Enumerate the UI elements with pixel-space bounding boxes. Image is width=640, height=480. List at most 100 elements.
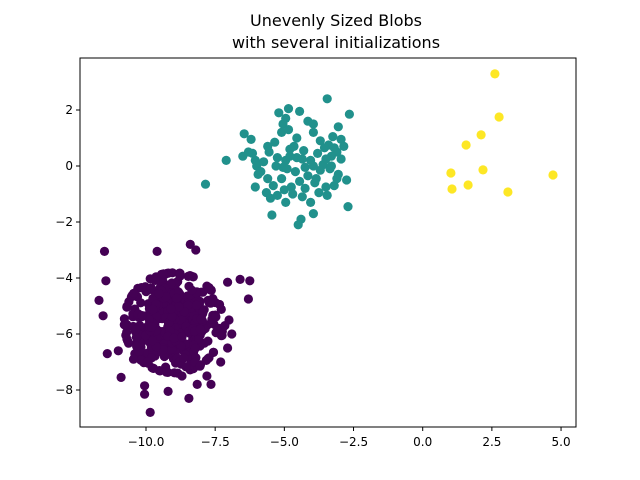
data-point-cluster-1 — [290, 167, 300, 177]
data-point-cluster-1 — [272, 153, 282, 163]
data-point-cluster-0 — [206, 298, 216, 308]
data-point-cluster-1 — [321, 182, 331, 192]
data-point-cluster-1 — [283, 125, 294, 135]
x-tick-label: −10.0 — [128, 435, 165, 449]
data-point-cluster-1 — [328, 132, 338, 142]
data-point-cluster-1 — [268, 181, 278, 191]
data-point-cluster-0 — [119, 320, 129, 330]
data-point-cluster-2 — [478, 165, 488, 175]
data-point-cluster-0 — [243, 294, 253, 304]
data-point-cluster-1 — [322, 94, 332, 104]
data-point-cluster-1 — [319, 143, 330, 153]
data-point-cluster-1 — [259, 157, 269, 167]
data-point-cluster-1 — [253, 169, 263, 179]
axes-frame — [79, 57, 577, 428]
data-point-cluster-0 — [132, 341, 142, 351]
data-point-cluster-1 — [295, 176, 305, 186]
data-point-cluster-0 — [163, 386, 173, 396]
data-point-cluster-0 — [129, 288, 139, 298]
data-point-cluster-2 — [463, 180, 473, 190]
data-point-cluster-0 — [195, 324, 205, 334]
data-point-cluster-0 — [145, 407, 155, 417]
data-point-cluster-1 — [306, 197, 316, 207]
data-point-cluster-0 — [194, 334, 204, 344]
data-point-cluster-1 — [281, 197, 291, 207]
data-point-cluster-0 — [172, 293, 182, 303]
y-tick-label: −2 — [55, 215, 73, 229]
data-point-cluster-0 — [190, 343, 200, 353]
data-point-cluster-0 — [177, 332, 187, 342]
data-point-cluster-1 — [333, 122, 343, 132]
data-point-cluster-2 — [446, 168, 456, 178]
data-point-cluster-1 — [238, 151, 248, 161]
data-point-cluster-1 — [295, 106, 305, 116]
y-tick-label: 2 — [65, 103, 73, 117]
y-tick-label: −6 — [55, 327, 73, 341]
data-point-cluster-0 — [216, 357, 226, 367]
data-point-cluster-0 — [211, 312, 221, 322]
data-point-cluster-1 — [267, 210, 277, 220]
x-tick-label: −7.5 — [201, 435, 230, 449]
data-point-cluster-1 — [300, 183, 310, 193]
data-point-cluster-0 — [161, 292, 171, 302]
data-point-cluster-0 — [206, 379, 216, 389]
data-point-cluster-0 — [196, 314, 206, 324]
data-point-cluster-0 — [227, 329, 237, 339]
data-point-cluster-1 — [200, 179, 211, 189]
data-point-cluster-0 — [131, 324, 141, 335]
data-point-cluster-1 — [282, 164, 292, 174]
data-point-cluster-2 — [476, 130, 486, 140]
data-point-cluster-1 — [272, 190, 282, 200]
data-point-cluster-1 — [342, 175, 352, 185]
data-point-cluster-1 — [288, 189, 298, 199]
data-point-cluster-0 — [202, 371, 212, 381]
data-point-cluster-1 — [246, 134, 256, 144]
data-point-cluster-2 — [548, 170, 558, 180]
data-point-cluster-0 — [154, 288, 164, 299]
data-point-cluster-1 — [344, 109, 354, 119]
data-point-cluster-1 — [264, 147, 274, 157]
chart-title-line-1: Unevenly Sized Blobs — [250, 11, 422, 30]
data-point-cluster-0 — [102, 349, 112, 359]
data-point-cluster-1 — [297, 192, 307, 202]
data-point-cluster-1 — [308, 127, 318, 137]
data-point-cluster-0 — [122, 301, 132, 311]
y-axis: 2 0 −2 −4 −6 −8 — [55, 103, 80, 397]
data-point-cluster-0 — [179, 353, 189, 363]
data-point-cluster-0 — [167, 344, 177, 354]
data-point-cluster-1 — [300, 162, 310, 172]
data-point-cluster-1 — [308, 209, 318, 219]
data-point-cluster-0 — [148, 304, 158, 315]
data-point-cluster-0 — [176, 315, 186, 325]
data-point-cluster-1 — [339, 141, 349, 151]
data-point-cluster-1 — [277, 174, 287, 184]
x-tick-label: 5.0 — [552, 435, 571, 449]
data-point-cluster-0 — [142, 357, 152, 367]
data-point-cluster-0 — [204, 284, 214, 294]
data-point-cluster-0 — [175, 268, 185, 278]
data-point-cluster-0 — [131, 332, 141, 342]
data-point-cluster-1 — [270, 137, 280, 147]
data-point-cluster-0 — [184, 393, 194, 403]
data-point-cluster-1 — [286, 182, 296, 192]
data-point-cluster-1 — [299, 146, 309, 156]
data-point-cluster-0 — [113, 346, 123, 356]
data-point-cluster-0 — [94, 295, 104, 305]
data-points — [94, 69, 558, 417]
data-point-cluster-0 — [140, 381, 150, 391]
data-point-cluster-0 — [147, 322, 157, 332]
data-point-cluster-1 — [265, 193, 276, 203]
data-point-cluster-0 — [99, 246, 110, 256]
data-point-cluster-0 — [159, 351, 169, 362]
data-point-cluster-0 — [223, 343, 233, 353]
data-point-cluster-0 — [152, 246, 162, 256]
data-point-cluster-0 — [128, 354, 139, 364]
data-point-cluster-0 — [124, 338, 134, 348]
data-point-cluster-0 — [183, 271, 193, 281]
data-point-cluster-1 — [292, 133, 302, 143]
data-point-cluster-0 — [181, 362, 191, 372]
data-point-cluster-0 — [159, 269, 169, 279]
data-point-cluster-1 — [289, 141, 299, 151]
